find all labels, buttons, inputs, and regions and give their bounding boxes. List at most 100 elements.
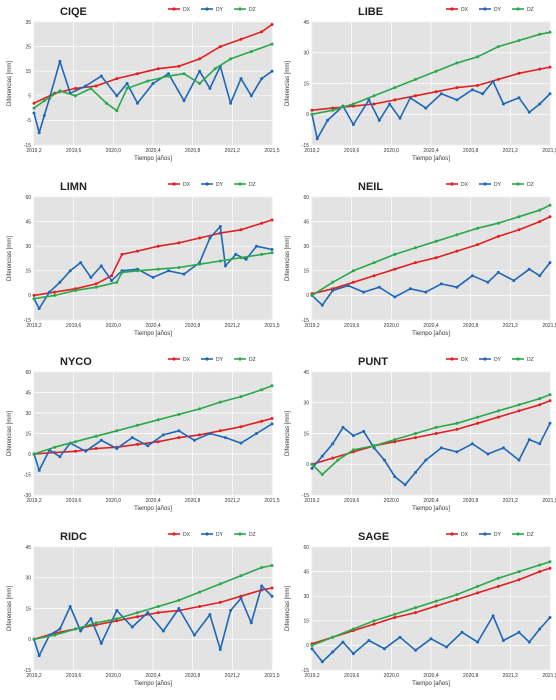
x-tick-label: 2020,4	[145, 498, 161, 504]
data-point-dy	[161, 629, 165, 633]
data-point-dy	[362, 429, 366, 433]
data-point-dz	[414, 77, 417, 81]
chart-panel-sage: SAGE DX DY DZ -15 0 15 30 45 60 2019,2 2019,6 2020,0…	[285, 531, 556, 687]
data-point-dy	[99, 264, 103, 268]
data-point-dy	[538, 274, 542, 278]
data-point-dy	[208, 86, 212, 90]
data-point-dx	[260, 30, 264, 34]
data-point-dy	[192, 633, 196, 637]
legend-marker-dx	[172, 182, 176, 186]
data-point-dy	[408, 96, 412, 100]
data-point-dz	[198, 82, 202, 85]
series-line-dx	[33, 219, 273, 297]
x-tick-label: 2021,2	[225, 498, 241, 504]
chart-title: RIDC	[60, 531, 87, 543]
y-tick-label: 60	[303, 195, 309, 201]
data-point-dz	[434, 599, 438, 603]
data-point-dy	[270, 422, 274, 426]
data-point-dy	[177, 607, 181, 610]
y-axis-label: Diferencias [mm]	[7, 236, 13, 281]
legend-marker-dy	[205, 357, 209, 361]
data-point-dz	[455, 61, 459, 65]
data-point-dz	[156, 605, 160, 608]
data-point-dz	[517, 39, 521, 42]
data-point-dy	[501, 639, 505, 642]
data-point-dy	[372, 446, 376, 450]
legend-label-dy: DY	[216, 357, 224, 363]
data-point-dx	[239, 228, 243, 232]
data-point-dy	[99, 74, 103, 78]
data-point-dx	[548, 566, 552, 570]
data-point-dy	[42, 114, 46, 117]
data-point-dz	[476, 55, 480, 59]
data-point-dy	[239, 77, 243, 81]
data-point-dy	[125, 82, 129, 85]
data-point-dx	[434, 432, 438, 435]
series-line-dz	[311, 393, 551, 476]
y-axis-label: Diferencias [mm]	[7, 411, 13, 456]
data-point-dx	[434, 90, 438, 94]
data-point-dy	[146, 444, 150, 448]
legend-marker-dz	[238, 7, 242, 11]
data-point-dy	[527, 110, 531, 114]
x-tick-label: 2020,0	[384, 498, 400, 504]
data-point-dz	[32, 452, 36, 456]
y-tick-label: 15	[303, 431, 309, 437]
legend: DX DY DZ	[446, 7, 534, 13]
data-point-dz	[115, 109, 119, 113]
data-point-dz	[104, 101, 108, 105]
x-tick-label: 2020,8	[185, 498, 201, 504]
series-line-dz	[33, 252, 273, 300]
legend-marker-dy	[483, 7, 487, 11]
data-point-dy	[239, 596, 243, 600]
data-point-dx	[476, 243, 480, 247]
x-tick-label: 2020,4	[423, 323, 439, 329]
data-point-dz	[53, 293, 57, 297]
data-point-dy	[255, 432, 258, 435]
chart-panel-punt: PUNT DX DY DZ -15 0 15 30 45 2019,2 2019,6 2020,0 20…	[285, 356, 556, 512]
y-tick-label: -15	[24, 318, 31, 324]
x-tick-label: 2020,8	[463, 323, 479, 329]
data-point-dx	[198, 236, 202, 240]
data-point-dx	[548, 399, 552, 403]
x-tick-label: 2021,5	[264, 148, 280, 154]
legend-marker-dz	[516, 532, 520, 536]
data-point-dy	[58, 627, 62, 631]
data-point-dx	[351, 104, 355, 108]
y-tick-label: 5	[28, 94, 31, 100]
data-point-dx	[110, 274, 114, 278]
y-tick-label: -15	[302, 493, 309, 499]
data-point-dz	[239, 574, 243, 578]
data-point-dy	[177, 429, 181, 433]
data-point-dx	[476, 84, 480, 87]
legend-marker-dx	[172, 532, 176, 536]
data-point-dx	[372, 622, 376, 626]
chart-panel-ridc: RIDC DX DY DZ -15 0 15 30 45 2019,2 2019,6 2020,0 20…	[7, 531, 280, 687]
data-point-dy	[362, 290, 366, 294]
x-tick-label: 2020,0	[106, 148, 122, 154]
data-point-dx	[517, 409, 521, 413]
data-point-dx	[455, 86, 459, 90]
data-point-dy	[320, 454, 324, 458]
chart-panel-limn: LIMN DX DY DZ -15 0 15 30 45 60 2019,2 2019,6 2020,0…	[7, 181, 280, 337]
legend-marker-dx	[450, 357, 454, 361]
x-axis-label: Tiempo [años]	[134, 156, 172, 162]
data-point-dx	[73, 449, 77, 453]
data-point-dy	[182, 272, 186, 276]
data-point-dz	[517, 570, 521, 574]
data-point-dz	[53, 633, 57, 637]
y-tick-label: -15	[302, 318, 309, 324]
data-point-dy	[239, 441, 243, 445]
data-point-dx	[393, 267, 397, 271]
x-tick-label: 2021,2	[225, 673, 241, 679]
y-axis-label: Diferencias [mm]	[285, 61, 291, 106]
y-tick-label: 45	[25, 545, 31, 551]
data-point-dy	[151, 275, 155, 279]
y-tick-label: 30	[25, 411, 31, 417]
data-point-dz	[393, 612, 397, 616]
data-point-dz	[538, 397, 542, 401]
x-tick-label: 2020,8	[463, 673, 479, 679]
data-point-dy	[393, 295, 397, 299]
y-tick-label: 15	[303, 269, 309, 275]
data-point-dy	[331, 650, 335, 654]
